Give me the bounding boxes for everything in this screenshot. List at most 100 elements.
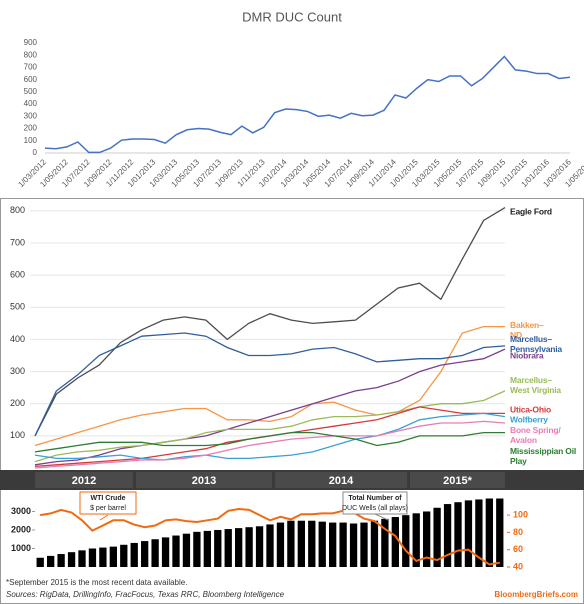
bar: [496, 498, 504, 567]
series-line: [34, 325, 505, 447]
series-label: Utica-Ohio: [510, 404, 551, 414]
bar: [36, 557, 44, 567]
annotation-leader: [374, 513, 389, 521]
bar: [433, 507, 441, 567]
bar: [308, 520, 316, 567]
series-label: Bakken– ND: [510, 320, 544, 340]
bar: [67, 552, 76, 567]
series-line: [34, 431, 505, 453]
bar: [78, 550, 86, 567]
series-label: Marcellus– Pennsylvania: [510, 334, 562, 354]
series-label: Niobrara: [510, 350, 544, 360]
bar: [193, 531, 201, 567]
bar: [412, 513, 420, 567]
series-label-line: ND: [510, 330, 522, 340]
y-tick-label: 100: [10, 430, 25, 440]
period-label: 2012: [72, 475, 96, 487]
y-tick-label: 800: [10, 205, 25, 215]
series-line: [34, 412, 506, 461]
y2-tick-label: 60: [513, 544, 523, 554]
bar: [381, 518, 389, 567]
period-label: 2015*: [443, 475, 472, 487]
bar: [339, 522, 347, 567]
bar: [318, 521, 326, 567]
series-label-line: Play: [510, 456, 527, 466]
bar: [276, 522, 285, 567]
bar: [235, 528, 243, 567]
series-line: [34, 332, 506, 437]
footnote: *September 2015 is the most recent data …: [6, 578, 187, 587]
annotation: Total Number of: [348, 495, 402, 502]
y-tick-label: 500: [24, 87, 38, 96]
bar: [297, 520, 305, 567]
series-label: Mississippian Oil Play: [510, 446, 578, 466]
y-tick-label: 3000: [11, 506, 31, 516]
series-label-line: Marcellus–: [510, 375, 552, 385]
bar: [214, 529, 222, 567]
bar: [182, 533, 191, 567]
bar: [203, 530, 211, 567]
bar: [454, 502, 462, 567]
y-tick-label: 200: [24, 124, 38, 133]
bar: [151, 539, 159, 567]
y-tick-label: 0: [33, 148, 38, 157]
annotation: WTI Crude: [91, 495, 126, 502]
bar: [161, 537, 170, 567]
bar: [255, 526, 264, 567]
bar: [329, 522, 337, 567]
bar: [47, 555, 55, 567]
series-label-line: West Virginia: [510, 385, 561, 395]
series-label: Bone Spring/Avalon: [510, 425, 561, 445]
bar: [245, 527, 253, 567]
y2-tick-label: 80: [513, 527, 523, 537]
bar: [485, 498, 493, 567]
series-label-line: Bone Spring/: [510, 425, 561, 435]
y-tick-label: 800: [24, 50, 38, 59]
y-tick-label: 400: [24, 99, 38, 108]
bar: [402, 515, 410, 567]
y-tick-label: 900: [24, 38, 38, 47]
bar: [109, 546, 117, 567]
period-label: 2013: [192, 475, 216, 487]
series-label-line: Pennsylvania: [510, 344, 562, 354]
series-label: Marcellus– West Virginia: [510, 375, 561, 395]
y-tick-label: 400: [10, 334, 25, 344]
period-segment: [275, 472, 407, 488]
series-line: [34, 207, 506, 437]
y-tick-label: 700: [10, 237, 25, 247]
bar: [370, 520, 379, 567]
y-tick-label: 200: [10, 398, 25, 408]
period-label: 2014: [329, 475, 354, 487]
y-tick-label: 1000: [11, 543, 31, 553]
y-tick-label: 500: [10, 302, 25, 312]
bar: [443, 504, 452, 567]
bar: [287, 520, 295, 567]
series-label-line: Mississippian Oil: [510, 446, 578, 456]
series-label: Wolfberry: [510, 414, 548, 424]
bar: [57, 554, 65, 567]
y-tick-label: 300: [24, 111, 38, 120]
bar: [360, 522, 368, 567]
y-tick-label: 600: [24, 75, 38, 84]
annotation-box: [79, 491, 137, 515]
bar: [99, 547, 107, 567]
y2-tick-label: 40: [513, 561, 523, 571]
period-segment: [35, 472, 133, 488]
bar: [391, 517, 399, 567]
y-tick-label: 2000: [11, 524, 31, 534]
series-label: Eagle Ford: [510, 206, 552, 216]
y-tick-label: 600: [10, 270, 25, 280]
annotation-leader: [99, 514, 109, 521]
chart-title: DMR DUC Count: [242, 9, 342, 24]
y-tick-label: 700: [24, 63, 38, 72]
y2-tick-label: 100: [513, 509, 528, 519]
wti-line: [40, 507, 500, 566]
brand: BloombergBriefs.com: [494, 590, 578, 599]
annotation: $ per barrel: [90, 505, 126, 512]
y-tick-label: 100: [24, 136, 38, 145]
bar: [224, 529, 232, 567]
bar: [88, 548, 97, 567]
bar: [349, 523, 358, 567]
period-segment: [410, 472, 505, 488]
